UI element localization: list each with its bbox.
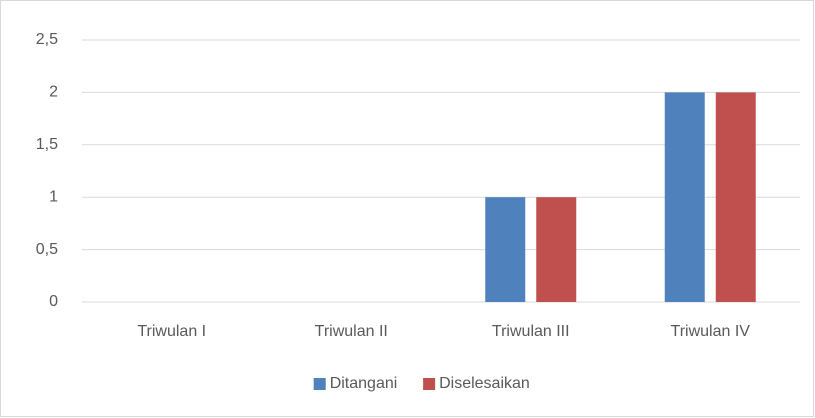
y-tick-label: 1,5 xyxy=(36,136,58,153)
legend-swatch xyxy=(423,378,436,390)
bar xyxy=(485,197,526,302)
y-tick-label: 0,5 xyxy=(36,241,58,258)
legend-label: Ditangani xyxy=(330,375,398,392)
y-tick-label: 2 xyxy=(49,84,58,101)
y-tick-label: 2,5 xyxy=(36,31,58,48)
bar xyxy=(715,92,756,303)
x-tick-label: Triwulan II xyxy=(315,323,388,340)
bar xyxy=(664,92,705,303)
legend-label: Diselesaikan xyxy=(439,375,530,392)
bar xyxy=(536,197,577,302)
x-tick-label: Triwulan IV xyxy=(671,323,751,340)
x-tick-label: Triwulan III xyxy=(492,323,570,340)
y-tick-label: 1 xyxy=(49,188,58,205)
x-tick-label: Triwulan I xyxy=(137,323,206,340)
y-tick-label: 0 xyxy=(49,293,58,310)
legend-swatch xyxy=(313,378,326,390)
